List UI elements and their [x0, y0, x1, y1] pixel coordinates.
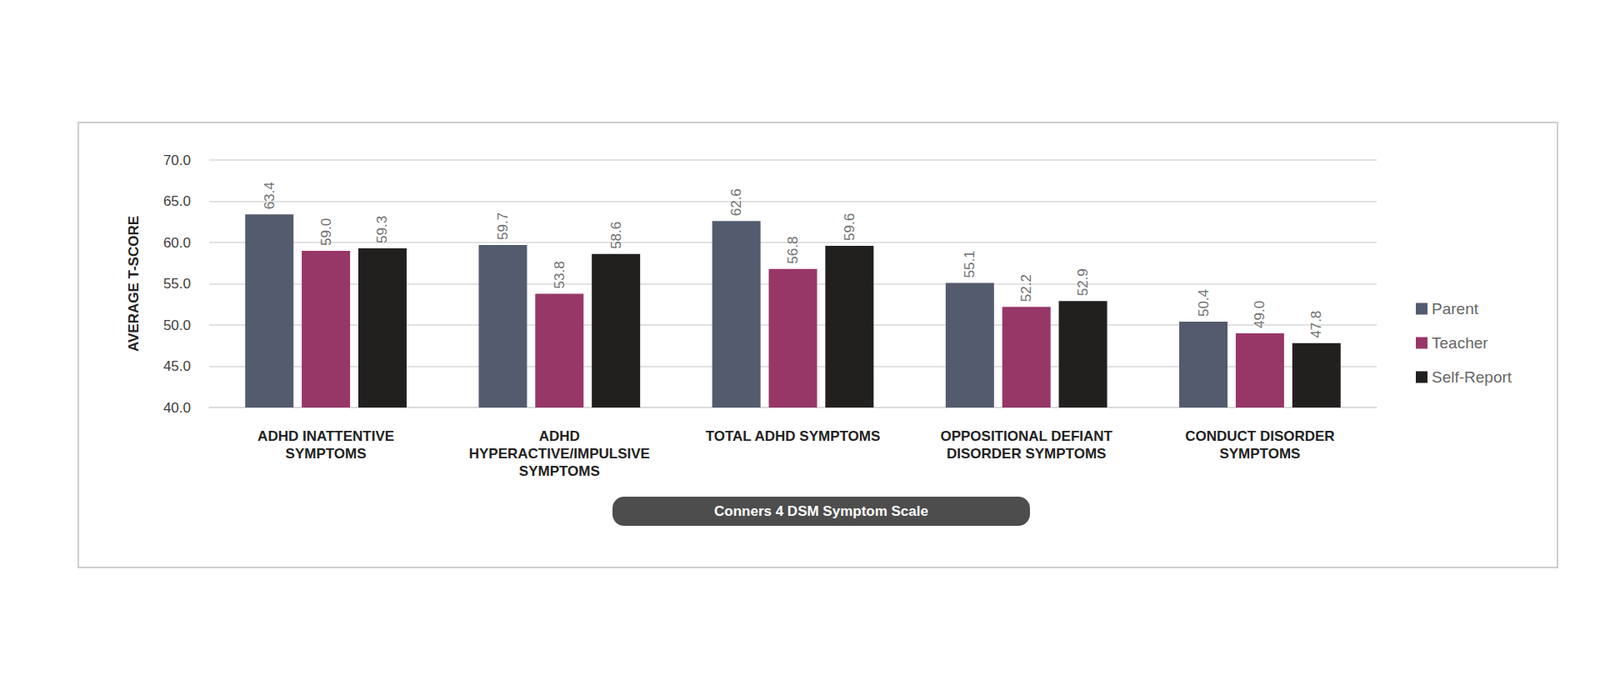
svg-text:55.1: 55.1 — [961, 250, 978, 278]
svg-text:DISORDER SYMPTOMS: DISORDER SYMPTOMS — [946, 445, 1106, 462]
svg-text:59.7: 59.7 — [495, 212, 511, 240]
svg-text:OPPOSITIONAL DEFIANT: OPPOSITIONAL DEFIANT — [940, 428, 1113, 445]
svg-text:52.2: 52.2 — [1018, 274, 1035, 302]
svg-text:CONDUCT DISORDER: CONDUCT DISORDER — [1185, 428, 1335, 445]
svg-text:50.0: 50.0 — [163, 317, 191, 334]
svg-text:56.8: 56.8 — [785, 236, 801, 265]
svg-text:40.0: 40.0 — [163, 400, 191, 416]
svg-text:HYPERACTIVE/IMPULSIVE: HYPERACTIVE/IMPULSIVE — [469, 445, 650, 462]
svg-text:TOTAL ADHD SYMPTOMS: TOTAL ADHD SYMPTOMS — [705, 428, 881, 445]
svg-text:49.0: 49.0 — [1251, 300, 1268, 329]
svg-text:47.8: 47.8 — [1308, 310, 1325, 339]
svg-text:52.9: 52.9 — [1075, 268, 1091, 296]
svg-text:SYMPTOMS: SYMPTOMS — [285, 445, 367, 462]
svg-text:60.0: 60.0 — [163, 235, 191, 251]
svg-text:62.6: 62.6 — [728, 188, 745, 216]
svg-text:Self-Report: Self-Report — [1431, 368, 1513, 386]
svg-text:AVERAGE T-SCORE: AVERAGE T-SCORE — [125, 215, 142, 352]
svg-text:53.8: 53.8 — [551, 260, 568, 289]
svg-text:59.6: 59.6 — [841, 213, 858, 241]
svg-text:58.6: 58.6 — [608, 221, 625, 250]
svg-text:ADHD: ADHD — [539, 428, 580, 445]
svg-text:50.4: 50.4 — [1195, 289, 1212, 317]
svg-text:Conners 4 DSM Symptom Scale: Conners 4 DSM Symptom Scale — [714, 503, 929, 520]
svg-text:70.0: 70.0 — [163, 152, 191, 169]
svg-text:63.4: 63.4 — [261, 181, 278, 210]
svg-text:59.0: 59.0 — [318, 218, 335, 246]
svg-text:45.0: 45.0 — [163, 358, 191, 375]
svg-text:55.0: 55.0 — [163, 275, 191, 292]
svg-text:59.3: 59.3 — [374, 215, 390, 244]
svg-text:SYMPTOMS: SYMPTOMS — [1219, 445, 1300, 462]
svg-text:Parent: Parent — [1431, 300, 1480, 318]
svg-text:65.0: 65.0 — [163, 193, 191, 210]
svg-text:ADHD INATTENTIVE: ADHD INATTENTIVE — [257, 428, 395, 445]
svg-text:SYMPTOMS: SYMPTOMS — [519, 463, 600, 480]
svg-text:Teacher: Teacher — [1431, 334, 1489, 352]
